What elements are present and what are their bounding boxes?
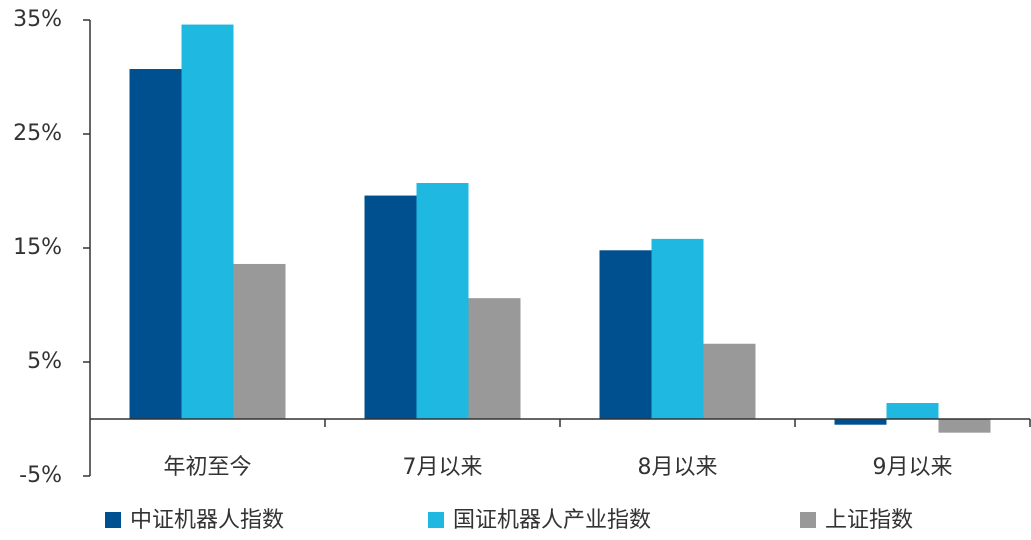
x-tick-label: 年初至今 [163,455,251,480]
bar [834,419,887,425]
bar [129,69,182,420]
bar [468,298,521,419]
bar [364,195,417,419]
bar [181,24,234,420]
bar [938,419,991,433]
bar [416,183,469,419]
y-tick-label: 15% [13,235,62,260]
x-tick-label: 7月以来 [403,455,483,480]
bar [886,403,939,419]
legend-label: 中证机器人指数 [130,508,284,533]
legend-label: 上证指数 [825,508,913,533]
bar [703,343,756,419]
legend-swatch [105,512,121,528]
bar [651,238,704,419]
legend-swatch [800,512,816,528]
bar [599,250,652,419]
x-tick-label: 8月以来 [638,455,718,480]
bar [233,263,286,419]
legend-label: 国证机器人产业指数 [453,508,651,533]
y-tick-label: 25% [13,121,62,146]
legend-swatch [428,512,444,528]
x-tick-label: 9月以来 [873,455,953,480]
y-tick-label: -5% [19,463,62,488]
y-tick-label: 35% [13,7,62,32]
y-tick-label: 5% [27,349,62,374]
